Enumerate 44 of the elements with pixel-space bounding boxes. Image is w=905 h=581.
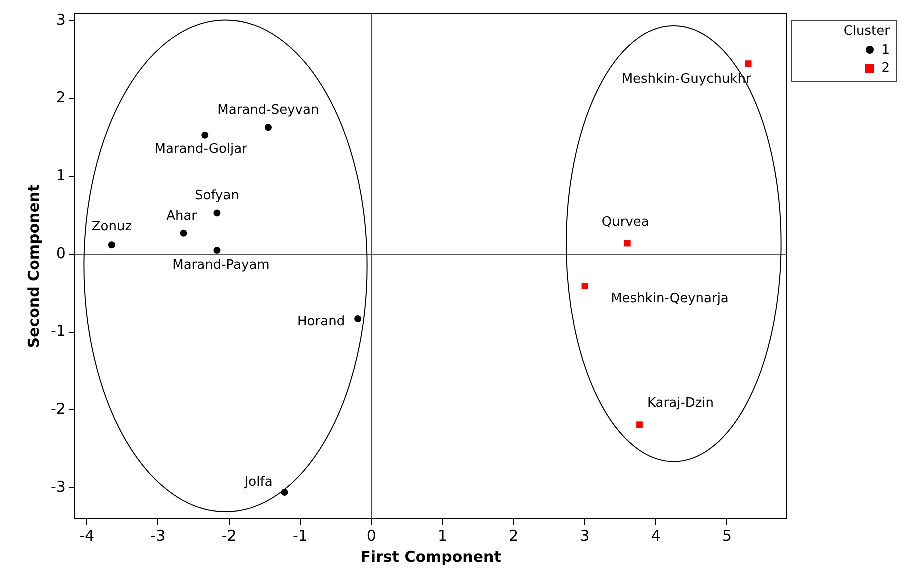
annotation: Marand-Goljar [154, 142, 248, 157]
point [202, 132, 209, 139]
y-tick-label: -2 [50, 400, 66, 418]
y-tick-label: -3 [50, 478, 66, 496]
point [745, 60, 752, 67]
legend-label: 1 [882, 42, 890, 58]
x-tick-label: 2 [509, 526, 519, 545]
point [108, 242, 116, 249]
annotation: Qurvea [602, 214, 650, 230]
x-tick-label: 1 [438, 526, 448, 545]
annotation: Marand-Seyvan [218, 102, 320, 118]
annotation: Jolfa [244, 474, 273, 490]
x-tick-label: -4 [80, 526, 95, 545]
point [636, 422, 643, 428]
point [582, 283, 588, 290]
y-tick-label: -1 [50, 322, 66, 340]
x-tick-label: 0 [366, 526, 376, 545]
point [214, 210, 221, 217]
y-axis-title: Second Component [24, 184, 43, 348]
x-tick-label: 3 [580, 526, 590, 545]
x-axis-title: First Component [360, 548, 502, 566]
x-tick-label: -2 [222, 526, 237, 545]
x-tick-label: -3 [150, 526, 166, 545]
annotation: Karaj-Dzin [647, 396, 714, 412]
legend-label: 2 [882, 60, 890, 76]
y-tick-label: 3 [56, 10, 66, 29]
point [354, 316, 362, 323]
x-tick-label: -1 [292, 526, 308, 545]
point [264, 124, 272, 132]
y-tick-label: 0 [56, 244, 66, 262]
annotation: Sofyan [194, 188, 240, 204]
point [180, 230, 188, 237]
annotation: Zonuz [92, 219, 132, 234]
annotation: Meshkin-Qeynarja [611, 292, 729, 307]
point [624, 240, 631, 247]
x-tick-label: 5 [722, 526, 732, 545]
annotation: Marand-Payam [172, 258, 270, 273]
annotation: Horand [298, 314, 346, 330]
annotation: Ahar [166, 208, 198, 224]
x-tick-label: 4 [651, 526, 661, 545]
y-tick-label: 1 [56, 166, 66, 185]
legend-title: Cluster [842, 24, 890, 39]
point [214, 247, 221, 254]
y-tick-label: 2 [56, 88, 66, 107]
